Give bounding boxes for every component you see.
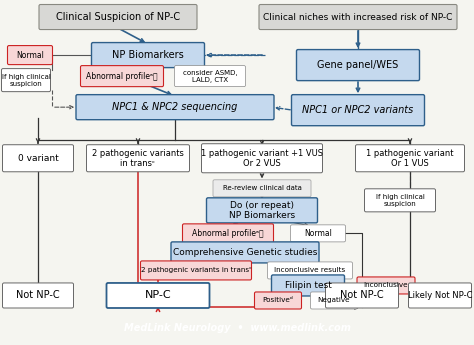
FancyBboxPatch shape: [292, 95, 425, 126]
FancyBboxPatch shape: [39, 4, 197, 30]
FancyBboxPatch shape: [140, 261, 252, 280]
FancyBboxPatch shape: [174, 66, 246, 87]
Text: NPC1 or NPC2 variants: NPC1 or NPC2 variants: [302, 105, 414, 115]
FancyBboxPatch shape: [207, 198, 318, 223]
Text: 2 pathogenic variants
in transᶜ: 2 pathogenic variants in transᶜ: [92, 149, 184, 168]
Text: 0 variant: 0 variant: [18, 154, 58, 163]
Text: Clinical Suspicion of NP-C: Clinical Suspicion of NP-C: [56, 12, 180, 22]
FancyBboxPatch shape: [255, 292, 301, 309]
FancyBboxPatch shape: [2, 283, 73, 308]
Text: Normal: Normal: [16, 51, 44, 60]
Text: Filipin test: Filipin test: [284, 281, 331, 290]
FancyBboxPatch shape: [272, 275, 345, 296]
FancyBboxPatch shape: [81, 66, 164, 87]
Text: 2 pathogenic variants in transᶜ: 2 pathogenic variants in transᶜ: [141, 267, 251, 274]
FancyBboxPatch shape: [2, 145, 73, 172]
FancyBboxPatch shape: [171, 242, 319, 263]
Text: Clinical niches with increased risk of NP-C: Clinical niches with increased risk of N…: [264, 12, 453, 21]
FancyBboxPatch shape: [267, 262, 353, 279]
Text: Negative: Negative: [318, 297, 350, 304]
Text: 1 pathogenic variant +1 VUS
Or 2 VUS: 1 pathogenic variant +1 VUS Or 2 VUS: [201, 149, 323, 168]
Text: Positiveᵈ: Positiveᵈ: [263, 297, 293, 304]
FancyBboxPatch shape: [365, 189, 436, 212]
Text: If high clinical
suspicion: If high clinical suspicion: [375, 194, 424, 207]
FancyBboxPatch shape: [259, 4, 457, 30]
FancyBboxPatch shape: [213, 180, 311, 197]
Text: consider ASMD,
LALD, CTX: consider ASMD, LALD, CTX: [182, 70, 237, 82]
FancyBboxPatch shape: [8, 46, 53, 65]
FancyBboxPatch shape: [76, 95, 274, 120]
FancyBboxPatch shape: [297, 50, 419, 81]
FancyBboxPatch shape: [310, 292, 357, 309]
Text: Do (or repeat)
NP Biomarkers: Do (or repeat) NP Biomarkers: [229, 201, 295, 220]
Text: Gene panel/WES: Gene panel/WES: [318, 60, 399, 70]
Text: NP Biomarkers: NP Biomarkers: [112, 50, 184, 60]
Text: Not NP-C: Not NP-C: [340, 290, 384, 300]
FancyBboxPatch shape: [201, 144, 322, 173]
FancyBboxPatch shape: [326, 283, 399, 308]
Text: If high clinical
suspicion: If high clinical suspicion: [1, 73, 50, 87]
Text: Likely Not NP-C: Likely Not NP-C: [408, 291, 472, 300]
FancyBboxPatch shape: [291, 225, 346, 242]
Text: 1 pathogenic variant
Or 1 VUS: 1 pathogenic variant Or 1 VUS: [366, 149, 454, 168]
FancyBboxPatch shape: [107, 283, 210, 308]
FancyBboxPatch shape: [86, 145, 190, 172]
Text: Abnormal profileᵃ⮋: Abnormal profileᵃ⮋: [86, 72, 158, 81]
Text: NP-C: NP-C: [145, 290, 171, 300]
Text: MedLink Neurology  •  www.medlink.com: MedLink Neurology • www.medlink.com: [124, 323, 350, 333]
Text: Inconclusive results: Inconclusive results: [274, 267, 346, 274]
FancyBboxPatch shape: [357, 277, 415, 294]
Text: Inconclusive: Inconclusive: [364, 283, 408, 288]
FancyBboxPatch shape: [409, 283, 472, 308]
Text: Comprehensive Genetic studies: Comprehensive Genetic studies: [173, 248, 317, 257]
FancyBboxPatch shape: [182, 224, 273, 243]
Text: Abnormal profileᵃ⮋: Abnormal profileᵃ⮋: [192, 229, 264, 238]
Text: Not NP-C: Not NP-C: [16, 290, 60, 300]
FancyBboxPatch shape: [1, 69, 51, 92]
Text: Normal: Normal: [304, 229, 332, 238]
Text: NPC1 & NPC2 sequencing: NPC1 & NPC2 sequencing: [112, 102, 237, 112]
Text: Re-review clinical data: Re-review clinical data: [223, 185, 301, 191]
FancyBboxPatch shape: [91, 42, 204, 68]
FancyBboxPatch shape: [356, 145, 465, 172]
